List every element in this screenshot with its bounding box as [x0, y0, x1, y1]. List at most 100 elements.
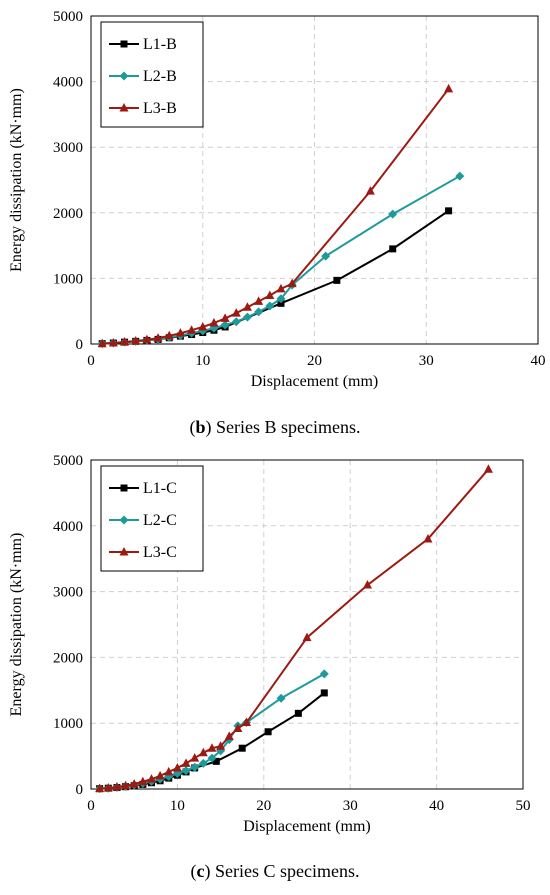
series-line-L2-B [102, 175, 461, 345]
y-axis-title: Energy dissipation (kN·mm) [8, 533, 25, 717]
data-point-L3-C [112, 782, 122, 791]
x-tick-label: 0 [87, 353, 95, 369]
legend-marker-L1-C [120, 484, 128, 492]
data-point-L1-B [277, 299, 285, 307]
data-point-L3-C [423, 533, 433, 543]
x-tick-label: 50 [516, 798, 531, 814]
y-tick-label: 5000 [53, 453, 83, 469]
data-point-L1-B [333, 276, 341, 284]
y-tick-label: 1000 [53, 271, 83, 287]
data-point-L3-B [175, 328, 185, 337]
legend-label: L3-B [143, 100, 177, 117]
data-point-L1-C [320, 689, 328, 697]
data-point-L3-B [120, 337, 130, 346]
x-tick-label: 20 [307, 353, 322, 369]
x-tick-label: 30 [419, 353, 434, 369]
data-point-L3-B [287, 278, 297, 288]
data-point-L2-C [207, 753, 217, 763]
data-point-L3-B [276, 283, 286, 293]
data-point-L3-C [155, 770, 165, 780]
legend-marker-L2-B [119, 71, 129, 81]
data-point-L3-C [198, 747, 208, 757]
data-point-L3-B [209, 318, 219, 327]
caption-c: (c) Series C specimens. [190, 861, 360, 881]
y-tick-label: 3000 [53, 585, 83, 601]
legend-marker-L3-C [119, 547, 129, 556]
data-point-L3-C [129, 779, 139, 788]
legend-label: L3-C [143, 544, 177, 561]
x-tick-label: 20 [256, 798, 271, 814]
data-point-L3-C [302, 632, 312, 642]
data-point-L3-B [97, 338, 107, 348]
data-point-L2-C [319, 669, 329, 679]
legend-box [100, 21, 204, 128]
data-point-L1-C [294, 709, 302, 717]
x-tick-label: 40 [429, 798, 444, 814]
y-tick-label: 0 [76, 337, 84, 353]
data-point-L3-B [187, 325, 197, 334]
series-line-L3-C [99, 468, 490, 790]
y-tick-label: 2000 [53, 650, 83, 666]
y-tick-label: 5000 [53, 9, 83, 25]
plot-area [90, 15, 539, 345]
data-point-L3-C [207, 743, 217, 752]
data-point-L3-C [224, 731, 234, 740]
data-point-L3-B [265, 290, 275, 299]
data-point-L3-C [103, 783, 113, 792]
x-tick-label: 10 [170, 798, 185, 814]
data-point-L3-B [142, 334, 152, 344]
x-tick-label: 30 [343, 798, 358, 814]
x-axis-title: Displacement (mm) [243, 818, 371, 835]
data-point-L3-C [190, 753, 200, 762]
data-point-L2-B [276, 294, 286, 304]
data-point-L3-C [121, 780, 131, 790]
chart-panel-c: 0 10 20 30 40 50 0 1000 2000 3000 4000 5000 Displace… [0, 445, 550, 895]
y-tick-label: 2000 [53, 206, 83, 222]
data-point-L3-B [108, 338, 118, 347]
data-point-L2-B [388, 209, 398, 219]
data-point-L2-B [265, 301, 275, 311]
data-point-L3-C [483, 464, 493, 473]
data-point-L3-C [362, 580, 372, 589]
data-point-L2-C [198, 758, 208, 768]
x-tick-label: 10 [195, 353, 210, 369]
data-point-L2-B [321, 251, 331, 261]
data-point-L3-C [164, 766, 174, 776]
legend-marker-L2-C [119, 515, 129, 525]
y-tick-label: 3000 [53, 140, 83, 156]
chart-c: 0 10 20 30 40 50 0 1000 2000 3000 4000 5000 Displace… [8, 453, 531, 835]
data-point-L2-C [181, 766, 191, 776]
legend-marker-L3-B [119, 103, 129, 112]
x-tick-label: 0 [87, 798, 95, 814]
data-point-L3-B [164, 330, 174, 340]
data-point-L3-B [444, 83, 454, 93]
series-line-L1-C [99, 692, 325, 790]
data-point-L1-C [264, 728, 272, 736]
series-line-L2-C [99, 672, 325, 790]
data-point-L1-B [389, 245, 397, 253]
x-axis-title: Displacement (mm) [251, 373, 379, 390]
legend-label: L2-B [143, 68, 177, 85]
data-point-L2-B [231, 317, 241, 327]
y-tick-label: 4000 [53, 75, 83, 91]
series-line-L1-B [102, 210, 450, 345]
data-point-L3-C [146, 774, 156, 783]
data-point-L3-B [365, 186, 375, 195]
data-point-L1-C [238, 744, 246, 752]
data-point-L1-B [445, 207, 453, 215]
x-tick-label: 40 [531, 353, 546, 369]
data-point-L1-C [212, 757, 220, 765]
data-point-L2-C [190, 762, 200, 772]
legend-box [100, 465, 204, 572]
data-point-L2-B [455, 171, 465, 181]
data-point-L3-B [131, 336, 141, 345]
plot-area [90, 459, 524, 790]
data-point-L3-C [172, 762, 182, 772]
y-tick-label: 0 [76, 782, 84, 798]
data-point-L3-C [138, 776, 148, 786]
data-point-L3-B [254, 296, 264, 305]
data-point-L3-B [153, 333, 163, 342]
y-axis-title: Energy dissipation (kN·mm) [8, 88, 25, 272]
caption-b: (b) Series B specimens. [189, 417, 361, 437]
legend-label: L1-C [143, 480, 177, 497]
